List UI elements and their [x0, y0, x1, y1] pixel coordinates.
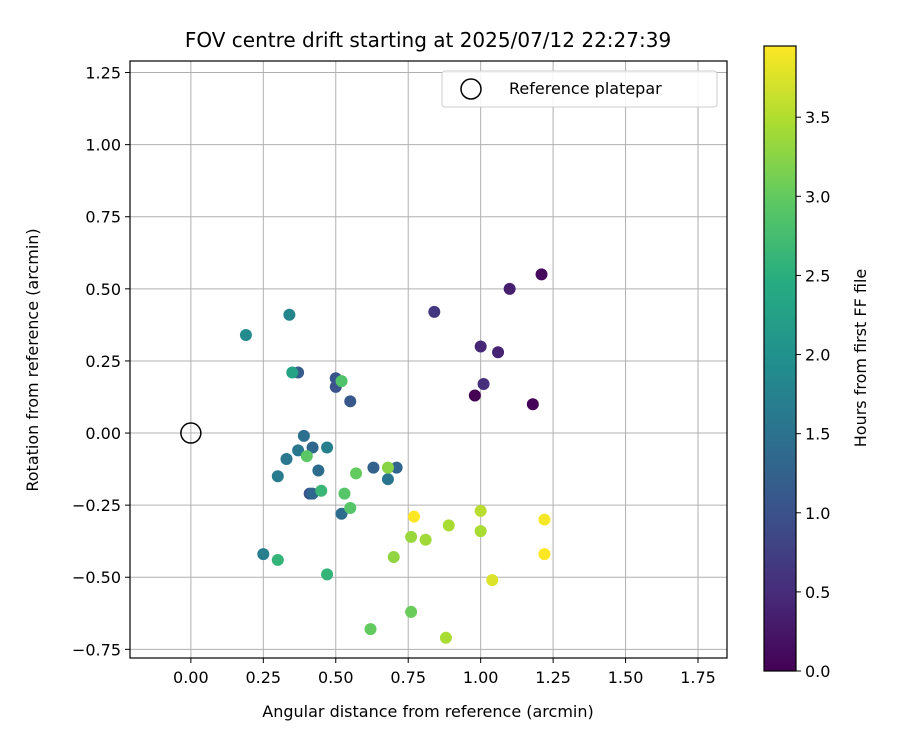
data-point [344, 502, 357, 515]
x-tick-label: 1.75 [680, 668, 716, 687]
data-point [315, 484, 328, 497]
legend: Reference platepar [441, 70, 718, 108]
data-point [405, 530, 418, 543]
data-point [300, 450, 313, 463]
y-tick-label: 1.00 [85, 136, 121, 155]
x-tick-label: 0.25 [245, 668, 281, 687]
data-point [538, 548, 551, 561]
y-tick-label: −0.75 [72, 640, 121, 659]
data-point [297, 429, 310, 442]
x-tick-label: 0.75 [390, 668, 426, 687]
colorbar-label: Hours from first FF file [851, 269, 870, 448]
data-point [321, 441, 334, 454]
data-point [474, 340, 487, 353]
data-point [364, 623, 377, 636]
data-point [292, 444, 305, 457]
data-point [387, 551, 400, 564]
colorbar: 0.0 0.5 1.0 1.5 2.0 2.5 3.0 3.5 Hours from firs… [763, 45, 870, 681]
data-point [468, 389, 481, 402]
colorbar-tick-label: 1.0 [805, 504, 830, 523]
x-tick-label: 1.50 [608, 668, 644, 687]
data-point [492, 346, 505, 359]
data-point [283, 308, 296, 321]
data-point [381, 461, 394, 474]
x-tick-label: 0.00 [173, 668, 209, 687]
y-tick-label: 1.25 [85, 64, 121, 83]
data-point [350, 467, 363, 480]
grid [130, 61, 727, 658]
data-points [239, 268, 551, 644]
data-point [419, 533, 432, 546]
y-axis-label: Rotation from reference (arcmin) [23, 228, 42, 491]
data-point [535, 268, 548, 281]
y-tick-label: 0.25 [85, 352, 121, 371]
data-point [286, 366, 299, 379]
colorbar-gradient [764, 46, 796, 671]
colorbar-tick-label: 2.0 [805, 346, 830, 365]
x-axis-label: Angular distance from reference (arcmin) [262, 702, 593, 721]
data-point [280, 453, 293, 465]
data-point [306, 441, 319, 454]
colorbar-ticks: 0.0 0.5 1.0 1.5 2.0 2.5 3.0 3.5 [796, 108, 830, 681]
x-tick-label: 1.00 [463, 668, 499, 687]
y-tick-label: −0.50 [72, 568, 121, 587]
data-point [474, 504, 487, 517]
legend-open-circle-icon [460, 78, 482, 100]
colorbar-frame [763, 45, 797, 672]
legend-label: Reference platepar [509, 79, 662, 98]
x-axis-ticks: 0.00 0.25 0.50 0.75 1.00 1.25 1.50 1.75 [173, 658, 716, 687]
data-point [312, 464, 325, 477]
data-point [335, 507, 348, 520]
legend-box [441, 70, 718, 108]
data-point [408, 510, 421, 523]
data-point [486, 574, 499, 587]
data-point [538, 513, 551, 526]
data-point [271, 470, 284, 483]
y-tick-label: −0.25 [72, 496, 121, 515]
data-point [474, 525, 487, 538]
colorbar-tick-label: 0.0 [805, 662, 830, 681]
colorbar-tick-label: 3.0 [805, 187, 830, 206]
y-axis-ticks: −0.75 −0.50 −0.25 0.00 0.25 0.50 0.75 1.00 1.25 [72, 64, 130, 659]
reference-platepar-marker [180, 422, 202, 444]
plot-frame [129, 60, 728, 659]
chart-title: FOV centre drift starting at 2025/07/12 … [185, 28, 671, 52]
data-point [338, 487, 351, 500]
data-point [405, 605, 418, 618]
x-tick-label: 0.50 [318, 668, 354, 687]
data-point [271, 553, 284, 566]
data-point [381, 473, 394, 486]
y-tick-label: 0.00 [85, 424, 121, 443]
colorbar-tick-label: 1.5 [805, 425, 830, 444]
colorbar-tick-label: 0.5 [805, 583, 830, 602]
x-tick-label: 1.25 [535, 668, 571, 687]
data-point [442, 519, 455, 532]
data-point [321, 568, 334, 581]
data-point [439, 631, 452, 644]
data-point [257, 548, 270, 561]
y-tick-label: 0.50 [85, 280, 121, 299]
data-point [428, 305, 441, 318]
data-point [367, 461, 380, 474]
data-point [344, 395, 357, 408]
colorbar-tick-label: 3.5 [805, 108, 830, 127]
data-point [335, 375, 348, 388]
data-point [390, 461, 403, 474]
data-point [503, 282, 516, 295]
data-point [526, 398, 539, 411]
y-tick-label: 0.75 [85, 208, 121, 227]
data-point [477, 378, 490, 391]
data-point [239, 328, 252, 341]
colorbar-tick-label: 2.5 [805, 266, 830, 285]
